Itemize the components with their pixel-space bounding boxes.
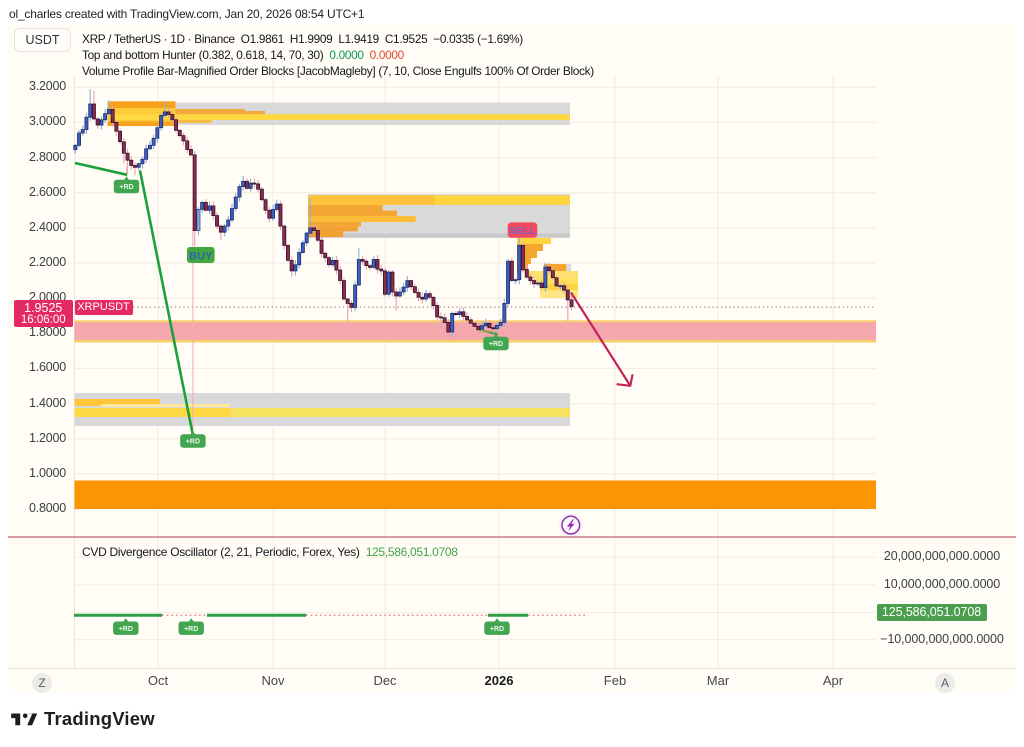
- svg-text:+RD: +RD: [489, 341, 503, 348]
- svg-text:+RD: +RD: [119, 626, 133, 633]
- svg-text:BUY: BUY: [189, 250, 213, 262]
- svg-text:+RD: +RD: [490, 626, 504, 633]
- svg-text:+RD: +RD: [119, 184, 133, 191]
- svg-text:+RD: +RD: [184, 626, 198, 633]
- svg-text:SELL: SELL: [509, 225, 536, 237]
- svg-text:+RD: +RD: [186, 439, 200, 446]
